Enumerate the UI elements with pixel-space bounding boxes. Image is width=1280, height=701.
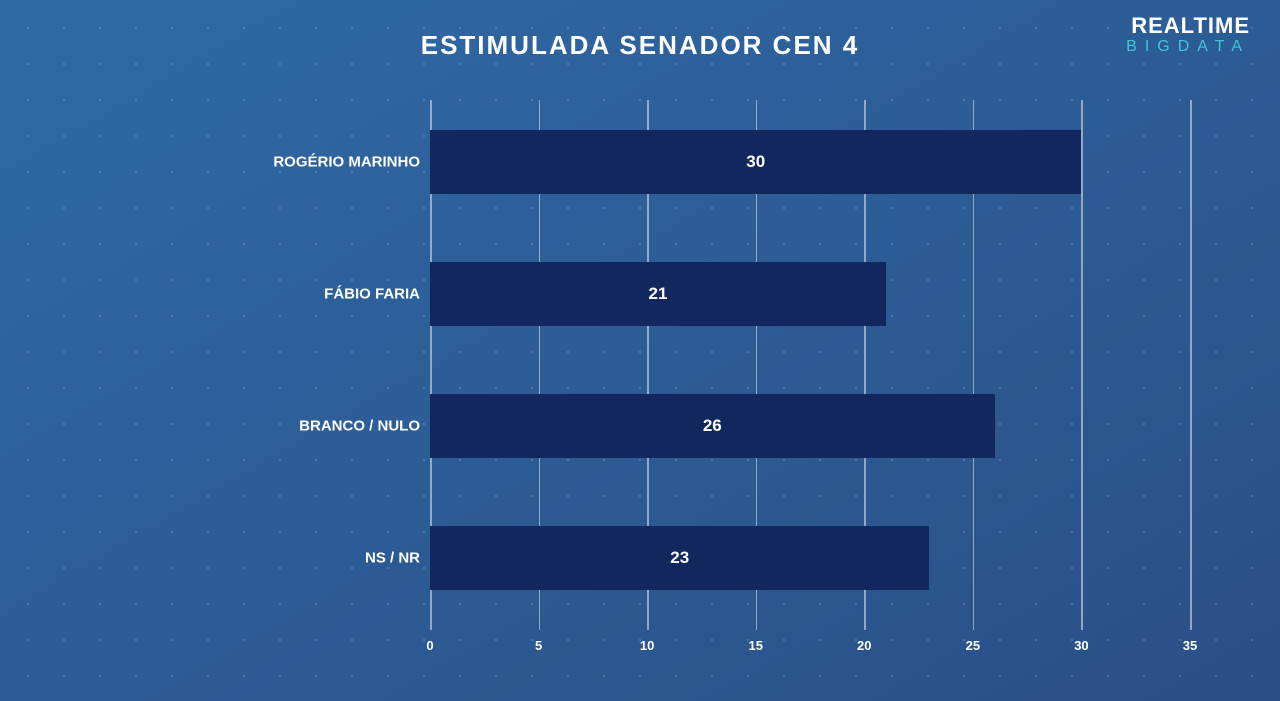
bar-value-label: 21 — [430, 284, 886, 304]
chart-plot: ROGÉRIO MARINHO30FÁBIO FARIA21BRANCO / N… — [180, 100, 1190, 655]
chart-bars: ROGÉRIO MARINHO30 FÁBIO FARIA21 BRANCO / N… — [430, 100, 1190, 630]
x-tick-label: 15 — [748, 638, 762, 653]
x-tick-label: 30 — [1074, 638, 1088, 653]
bar-category-label: ROGÉRIO MARINHO — [273, 154, 420, 171]
x-tick-label: 35 — [1183, 638, 1197, 653]
x-tick-label: 25 — [966, 638, 980, 653]
bar-category-label: BRANCO / NULO — [299, 418, 420, 435]
bar-row: NS / NR23 — [430, 526, 1190, 590]
bar-value-label: 30 — [430, 152, 1081, 172]
x-tick-label: 0 — [426, 638, 433, 653]
chart-title: ESTIMULADA SENADOR CEN 4 — [0, 30, 1280, 61]
x-tick-label: 20 — [857, 638, 871, 653]
x-tick-label: 5 — [535, 638, 542, 653]
bar-value-label: 26 — [430, 416, 995, 436]
bar-row: ROGÉRIO MARINHO30 — [430, 130, 1190, 194]
bar-row: BRANCO / NULO26 — [430, 394, 1190, 458]
bar-value-label: 23 — [430, 548, 929, 568]
bar-category-label: NS / NR — [365, 550, 420, 567]
x-tick-label: 10 — [640, 638, 654, 653]
bar-row: FÁBIO FARIA21 — [430, 262, 1190, 326]
gridline — [1190, 100, 1192, 630]
bar-category-label: FÁBIO FARIA — [324, 286, 420, 303]
chart-x-ticks: 05101520253035 — [430, 638, 1190, 658]
